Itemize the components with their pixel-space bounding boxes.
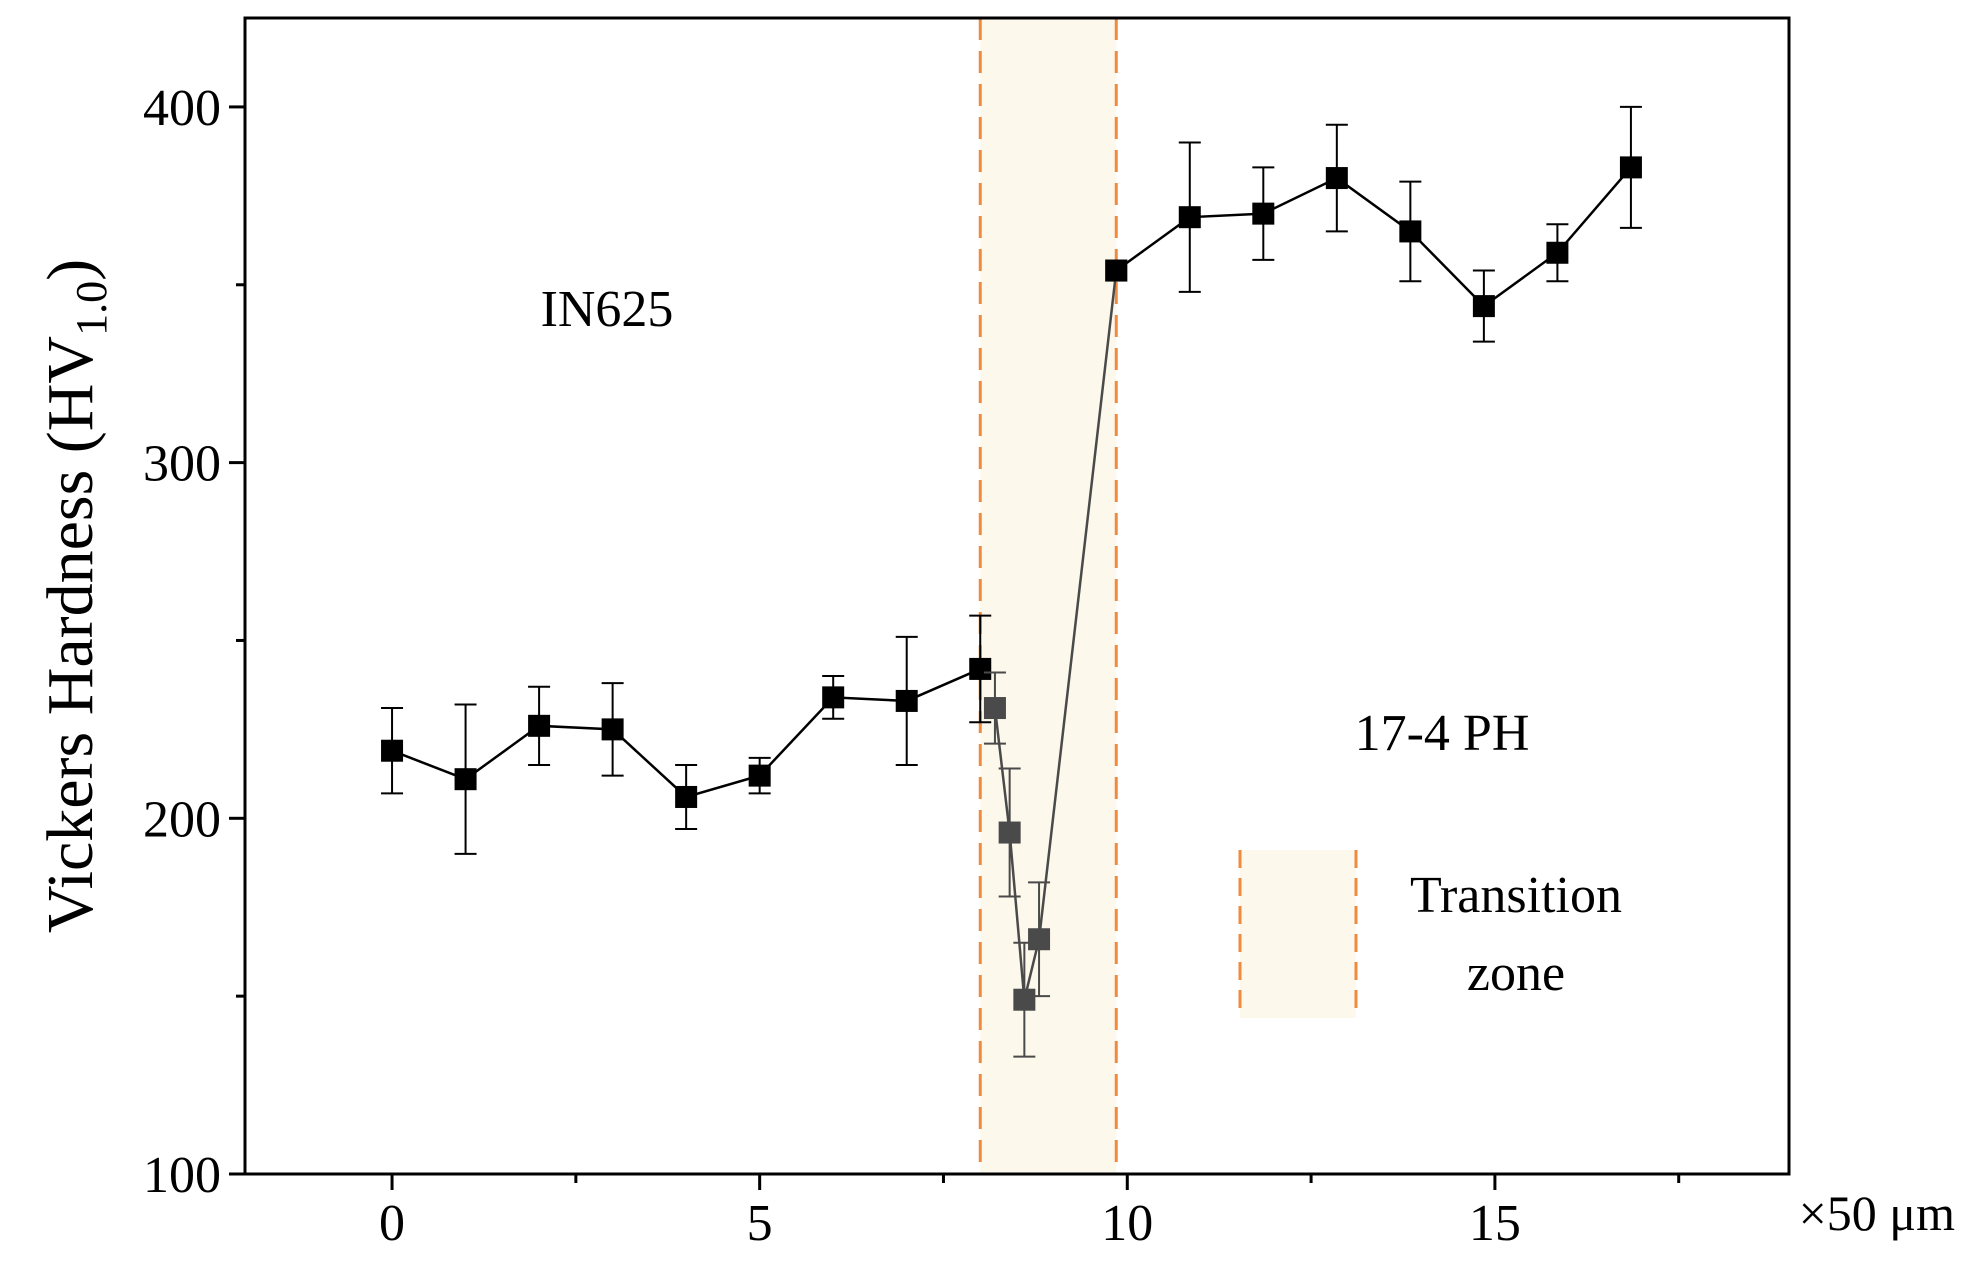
data-point	[1028, 928, 1051, 951]
data-point	[748, 764, 771, 787]
y-axis-label: Vickers Hardness (HV1.0)	[34, 259, 116, 933]
series-line	[1115, 166, 1632, 308]
data-point	[969, 657, 992, 680]
annotation-17-4ph: 17-4 PH	[1355, 705, 1530, 762]
transition-zone	[978, 18, 1118, 1174]
annotation-in625: IN625	[541, 281, 674, 338]
data-point	[895, 689, 918, 712]
data-point	[998, 821, 1021, 844]
y-tick-label-200: 200	[143, 791, 221, 848]
data-point	[1178, 206, 1201, 229]
plot-frame	[243, 16, 1791, 1176]
data-point	[601, 718, 624, 741]
x-axis-unit: ×50 μm	[1799, 1185, 1956, 1241]
x-tick-label-10: 10	[1101, 1195, 1153, 1252]
data-point	[1472, 295, 1495, 318]
x-tick-label-0: 0	[379, 1195, 405, 1252]
data-point	[528, 714, 551, 737]
data-point	[1619, 156, 1642, 179]
data-point	[1252, 202, 1275, 225]
data-point	[381, 739, 404, 762]
data-point	[1105, 259, 1128, 282]
x-tick-label-5: 5	[747, 1195, 773, 1252]
data-point	[822, 686, 845, 709]
y-tick-label-400: 400	[143, 80, 221, 137]
axes: 0 5 10 15 100 200 300 400	[143, 80, 1681, 1252]
legend: Transition zone	[1238, 850, 1622, 1018]
data-point	[1546, 241, 1569, 264]
series-2	[1105, 105, 1642, 343]
data-point	[1325, 167, 1348, 190]
transition-zone-fill	[980, 18, 1117, 1174]
data-point	[1399, 220, 1422, 243]
data-point	[983, 697, 1006, 720]
y-tick-label-100: 100	[143, 1147, 221, 1204]
legend-label-line1: Transition	[1410, 867, 1622, 924]
data-series	[381, 105, 1642, 1058]
legend-swatch	[1240, 850, 1356, 1018]
legend-label-line2: zone	[1467, 945, 1565, 1002]
data-point	[675, 785, 698, 808]
series-0	[381, 614, 992, 855]
y-tick-label-300: 300	[143, 436, 221, 493]
data-point	[454, 768, 477, 791]
data-point	[1013, 988, 1036, 1011]
x-tick-label-15: 15	[1469, 1195, 1521, 1252]
